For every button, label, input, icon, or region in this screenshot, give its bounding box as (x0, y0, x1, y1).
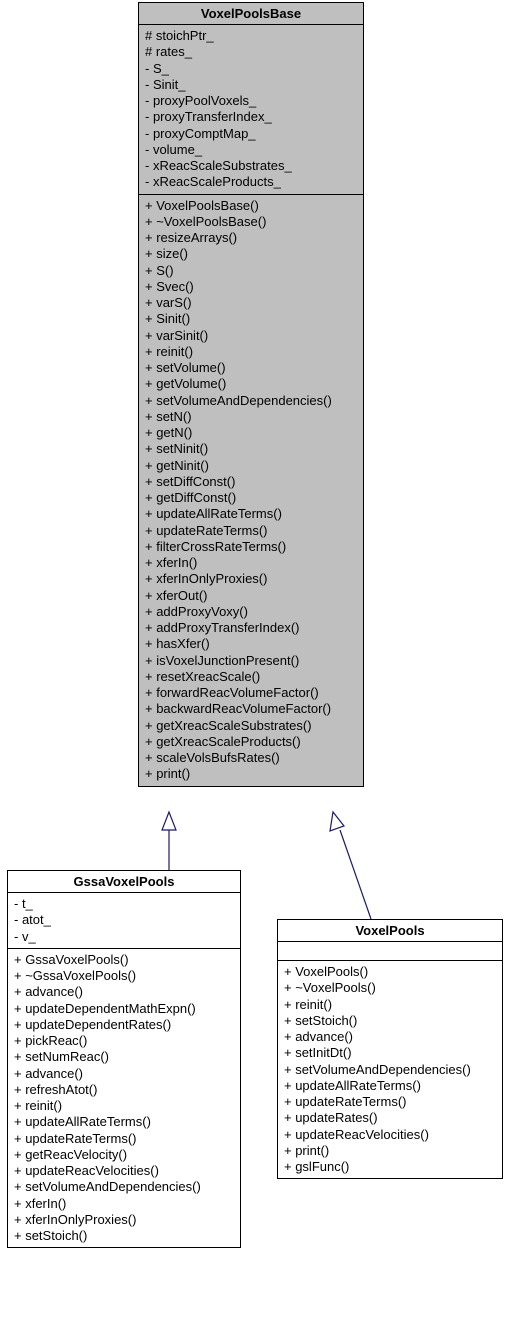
class-gssavoxelpools: GssaVoxelPools - t_- atot_- v_ + GssaVox… (7, 870, 241, 1248)
method-line: + setInitDt() (284, 1045, 496, 1061)
attribute-line: - t_ (14, 896, 234, 912)
method-line: + getReacVelocity() (14, 1147, 234, 1163)
attribute-line: - atot_ (14, 912, 234, 928)
attributes-section (278, 942, 502, 961)
method-line: + advance() (14, 1066, 234, 1082)
method-line: + xferOut() (145, 588, 357, 604)
methods-section: + VoxelPools()+ ~VoxelPools()+ reinit()+… (278, 961, 502, 1178)
method-line: + Sinit() (145, 311, 357, 327)
class-voxelpools: VoxelPools + VoxelPools()+ ~VoxelPools()… (277, 919, 503, 1179)
method-line: + setVolumeAndDependencies() (145, 393, 357, 409)
method-line: + setDiffConst() (145, 474, 357, 490)
method-line: + setStoich() (14, 1228, 234, 1244)
method-line: + print() (284, 1143, 496, 1159)
attributes-section: # stoichPtr_# rates_- S_- Sinit_- proxyP… (139, 25, 363, 195)
attribute-line: - xReacScaleSubstrates_ (145, 158, 357, 174)
attribute-line: - volume_ (145, 142, 357, 158)
method-line: + setVolumeAndDependencies() (14, 1179, 234, 1195)
method-line: + setN() (145, 409, 357, 425)
method-line: + VoxelPools() (284, 964, 496, 980)
attribute-line: - xReacScaleProducts_ (145, 174, 357, 190)
method-line: + getVolume() (145, 376, 357, 392)
method-line: + updateAllRateTerms() (284, 1078, 496, 1094)
method-line: + reinit() (145, 344, 357, 360)
method-line: + isVoxelJunctionPresent() (145, 653, 357, 669)
method-line: + updateRateTerms() (145, 523, 357, 539)
arrowhead-voxelpools (330, 812, 344, 831)
method-line: + addProxyVoxy() (145, 604, 357, 620)
method-line: + updateRateTerms() (14, 1131, 234, 1147)
attribute-line: - S_ (145, 61, 357, 77)
method-line: + updateReacVelocities() (284, 1127, 496, 1143)
method-line: + print() (145, 766, 357, 782)
method-line: + getNinit() (145, 458, 357, 474)
attribute-line: - proxyPoolVoxels_ (145, 93, 357, 109)
method-line: + setVolume() (145, 360, 357, 376)
attribute-line: - Sinit_ (145, 77, 357, 93)
method-line: + xferIn() (14, 1196, 234, 1212)
method-line: + varS() (145, 295, 357, 311)
class-title: GssaVoxelPools (8, 871, 240, 893)
method-line: + setNumReac() (14, 1049, 234, 1065)
method-line: + updateDependentRates() (14, 1017, 234, 1033)
class-voxelpoolsbase: VoxelPoolsBase # stoichPtr_# rates_- S_-… (138, 2, 364, 787)
class-title: VoxelPoolsBase (139, 3, 363, 25)
attribute-line: - proxyTransferIndex_ (145, 109, 357, 125)
method-line: + Svec() (145, 279, 357, 295)
method-line: + setStoich() (284, 1013, 496, 1029)
method-line: + refreshAtot() (14, 1082, 234, 1098)
method-line: + updateDependentMathExpn() (14, 1001, 234, 1017)
method-line: + ~VoxelPoolsBase() (145, 214, 357, 230)
method-line: + addProxyTransferIndex() (145, 620, 357, 636)
method-line: + updateRates() (284, 1110, 496, 1126)
method-line: + getN() (145, 425, 357, 441)
method-line: + backwardReacVolumeFactor() (145, 701, 357, 717)
method-line: + resetXreacScale() (145, 669, 357, 685)
method-line: + hasXfer() (145, 636, 357, 652)
method-line: + xferInOnlyProxies() (14, 1212, 234, 1228)
uml-class-diagram: VoxelPoolsBase # stoichPtr_# rates_- S_-… (0, 0, 515, 1323)
edge-voxelpools-to-base (340, 830, 371, 919)
method-line: + scaleVolsBufsRates() (145, 750, 357, 766)
method-line: + advance() (284, 1029, 496, 1045)
method-line: + setNinit() (145, 441, 357, 457)
method-line: + xferIn() (145, 555, 357, 571)
method-line: + updateAllRateTerms() (14, 1114, 234, 1130)
method-line: + GssaVoxelPools() (14, 952, 234, 968)
attributes-section: - t_- atot_- v_ (8, 893, 240, 949)
method-line: + getXreacScaleSubstrates() (145, 718, 357, 734)
method-line: + VoxelPoolsBase() (145, 198, 357, 214)
method-line: + updateRateTerms() (284, 1094, 496, 1110)
method-line: + resizeArrays() (145, 230, 357, 246)
method-line: + setVolumeAndDependencies() (284, 1062, 496, 1078)
methods-section: + GssaVoxelPools()+ ~GssaVoxelPools()+ a… (8, 949, 240, 1248)
arrowhead-gssa (162, 812, 176, 830)
method-line: + size() (145, 246, 357, 262)
method-line: + advance() (14, 984, 234, 1000)
method-line: + S() (145, 263, 357, 279)
method-line: + pickReac() (14, 1033, 234, 1049)
method-line: + getXreacScaleProducts() (145, 734, 357, 750)
method-line: + reinit() (14, 1098, 234, 1114)
attribute-line: - v_ (14, 929, 234, 945)
attribute-line: # rates_ (145, 44, 357, 60)
method-line: + filterCrossRateTerms() (145, 539, 357, 555)
method-line: + ~GssaVoxelPools() (14, 968, 234, 984)
method-line: + updateReacVelocities() (14, 1163, 234, 1179)
methods-section: + VoxelPoolsBase()+ ~VoxelPoolsBase()+ r… (139, 195, 363, 786)
method-line: + ~VoxelPools() (284, 980, 496, 996)
method-line: + xferInOnlyProxies() (145, 571, 357, 587)
attribute-line: # stoichPtr_ (145, 28, 357, 44)
class-title: VoxelPools (278, 920, 502, 942)
method-line: + updateAllRateTerms() (145, 506, 357, 522)
method-line: + gslFunc() (284, 1159, 496, 1175)
method-line: + forwardReacVolumeFactor() (145, 685, 357, 701)
attribute-line: - proxyComptMap_ (145, 126, 357, 142)
method-line: + varSinit() (145, 328, 357, 344)
method-line: + getDiffConst() (145, 490, 357, 506)
method-line: + reinit() (284, 997, 496, 1013)
